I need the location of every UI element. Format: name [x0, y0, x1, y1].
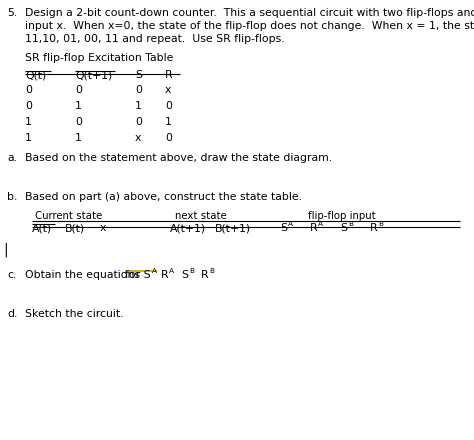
Text: B: B: [189, 268, 194, 274]
Text: 1: 1: [75, 101, 82, 111]
Text: 5.: 5.: [7, 8, 17, 18]
Text: R: R: [161, 270, 169, 280]
Text: x: x: [135, 133, 141, 143]
Text: 0: 0: [135, 117, 142, 127]
Text: a.: a.: [7, 153, 17, 163]
Text: |: |: [3, 242, 8, 257]
Text: 0: 0: [75, 117, 82, 127]
Text: Design a 2-bit count-down counter.  This a sequential circuit with two flip-flop: Design a 2-bit count-down counter. This …: [25, 8, 474, 18]
Text: B(t+1): B(t+1): [215, 223, 251, 233]
Text: Current state: Current state: [35, 211, 102, 221]
Text: b.: b.: [7, 192, 18, 202]
Text: A(t+1): A(t+1): [170, 223, 206, 233]
Text: R: R: [370, 223, 378, 233]
Text: S: S: [135, 70, 142, 80]
Text: S: S: [181, 270, 188, 280]
Text: next state: next state: [175, 211, 227, 221]
Text: 0: 0: [135, 85, 142, 95]
Text: 0: 0: [75, 85, 82, 95]
Text: Based on part (a) above, construct the state table.: Based on part (a) above, construct the s…: [25, 192, 302, 202]
Text: Sketch the circuit.: Sketch the circuit.: [25, 309, 124, 319]
Text: B: B: [348, 221, 353, 227]
Text: S: S: [340, 223, 347, 233]
Text: B: B: [378, 221, 383, 227]
Text: Q(t+1): Q(t+1): [75, 70, 112, 80]
Text: d.: d.: [7, 309, 18, 319]
Text: B: B: [209, 268, 214, 274]
Text: 1: 1: [25, 117, 32, 127]
Text: A: A: [169, 268, 174, 274]
Text: 0: 0: [25, 85, 32, 95]
Text: A(t): A(t): [32, 223, 52, 233]
Text: S: S: [280, 223, 287, 233]
Text: 1: 1: [75, 133, 82, 143]
Text: x: x: [100, 223, 106, 233]
Text: A: A: [288, 221, 293, 227]
Text: Q(t): Q(t): [25, 70, 46, 80]
Text: 1: 1: [25, 133, 32, 143]
Text: Based on the statement above, draw the state diagram.: Based on the statement above, draw the s…: [25, 153, 332, 163]
Text: 0: 0: [25, 101, 32, 111]
Text: 0: 0: [165, 133, 172, 143]
Text: flip-flop input: flip-flop input: [308, 211, 376, 221]
Text: input x.  When x=0, the state of the flip-flop does not change.  When x = 1, the: input x. When x=0, the state of the flip…: [25, 21, 474, 31]
Text: R: R: [310, 223, 318, 233]
Text: 1: 1: [165, 117, 172, 127]
Text: 1: 1: [135, 101, 142, 111]
Text: R: R: [201, 270, 209, 280]
Text: R: R: [165, 70, 173, 80]
Text: 11,10, 01, 00, 11 and repeat.  Use SR flip-flops.: 11,10, 01, 00, 11 and repeat. Use SR fli…: [25, 34, 284, 44]
Text: 0: 0: [165, 101, 172, 111]
Text: c.: c.: [7, 270, 17, 280]
Text: SR flip-flop Excitation Table: SR flip-flop Excitation Table: [25, 53, 173, 63]
Text: A: A: [318, 221, 323, 227]
Text: A: A: [152, 268, 157, 274]
Text: x: x: [165, 85, 172, 95]
Text: B(t): B(t): [65, 223, 85, 233]
Text: Obtain the equations: Obtain the equations: [25, 270, 144, 280]
Text: for S: for S: [125, 270, 151, 280]
